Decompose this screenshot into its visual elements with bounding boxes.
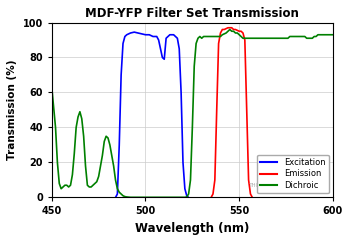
Text: THORLABS: THORLABS — [248, 183, 279, 188]
X-axis label: Wavelength (nm): Wavelength (nm) — [135, 222, 250, 235]
Title: MDF-YFP Filter Set Transmission: MDF-YFP Filter Set Transmission — [85, 7, 299, 20]
Legend: Excitation, Emission, Dichroic: Excitation, Emission, Dichroic — [257, 155, 329, 193]
Y-axis label: Transmission (%): Transmission (%) — [7, 60, 17, 160]
